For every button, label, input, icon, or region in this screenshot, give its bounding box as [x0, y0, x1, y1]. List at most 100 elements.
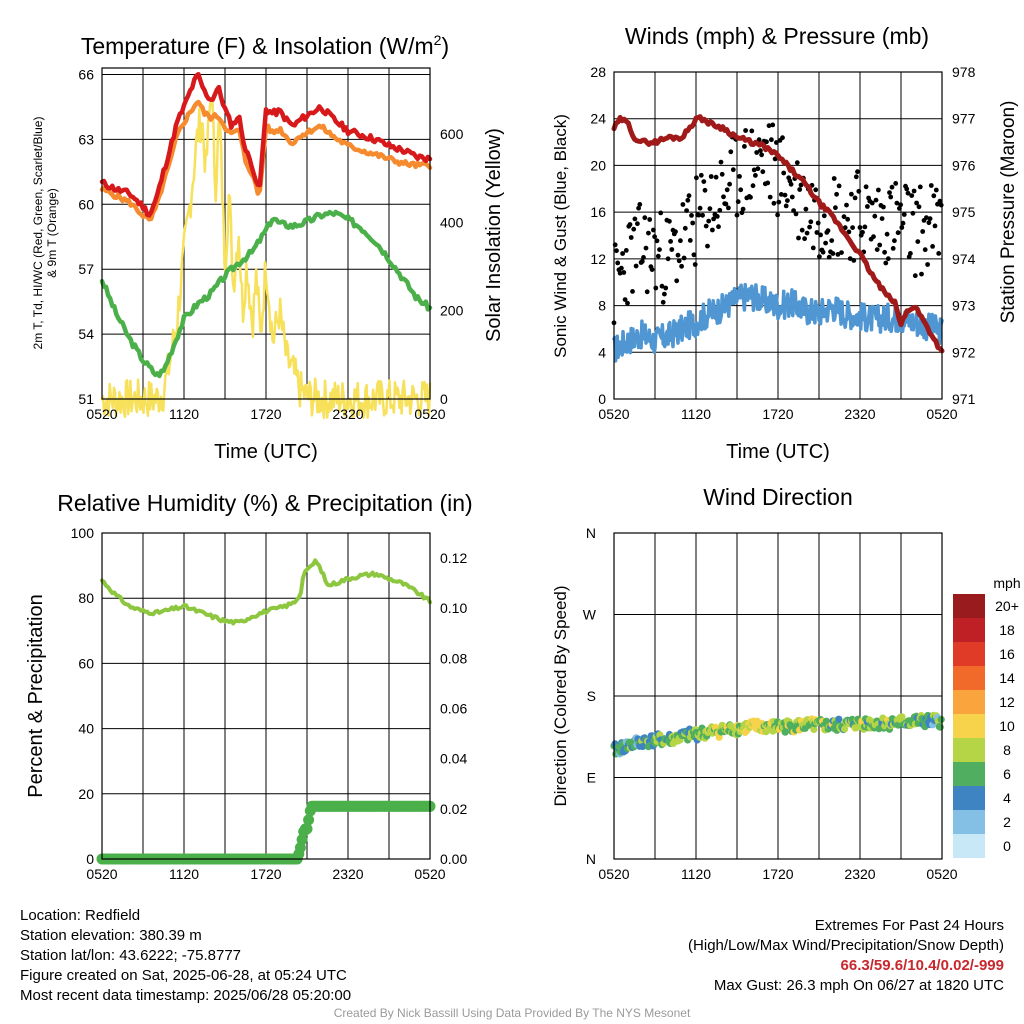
gust-point: [925, 262, 930, 267]
gust-point: [930, 244, 935, 249]
humidity-plot-frame: [101, 532, 431, 860]
gust-point: [690, 220, 696, 226]
gust-point: [702, 187, 708, 193]
gust-point: [928, 183, 934, 188]
pressure-y-ticks: 971 972 973 974 975 976 977 978: [952, 64, 976, 407]
temperature-panel: Temperature (F) & Insolation (W/m2) 0520…: [31, 32, 505, 463]
legend-label: 4: [1003, 790, 1011, 806]
wind-direction-y-tick-label: N: [586, 525, 596, 541]
gust-point: [646, 230, 651, 236]
gust-point: [714, 214, 720, 219]
gust-point: [884, 231, 890, 237]
gust-point: [742, 144, 747, 149]
gust-point: [936, 251, 942, 256]
gust-point: [751, 167, 757, 173]
gust-point: [920, 229, 926, 234]
gust-point: [687, 238, 693, 243]
gust-point: [764, 139, 769, 145]
gust-point: [649, 267, 655, 272]
gust-point: [663, 285, 669, 291]
gust-point: [755, 166, 761, 172]
gust-point: [775, 212, 780, 218]
gust-point: [749, 128, 755, 134]
precipitation-y-tick-label: 0.00: [440, 851, 467, 867]
wind-direction-y-tick-label: E: [587, 770, 596, 786]
legend-swatch: [953, 618, 985, 642]
dewpoint-line: [99, 209, 433, 379]
gust-point: [849, 191, 854, 197]
gust-point: [658, 210, 664, 216]
gust-point: [623, 248, 629, 253]
wind-direction-x-tick-label: 0520: [598, 866, 629, 882]
gust-point: [872, 213, 878, 219]
gust-point: [615, 260, 621, 266]
gust-point: [643, 245, 649, 251]
gust-point: [710, 227, 715, 233]
temperature-x-ticks: 0520 1120 1720 2320 0520: [86, 406, 445, 422]
wind-direction-point: [835, 715, 843, 723]
humidity-y-tick-label: 40: [78, 721, 94, 737]
extremes-values: 66.3/59.6/10.4/0.02/-999: [840, 957, 1004, 974]
gust-point: [614, 248, 619, 254]
winds-y-tick-label: 16: [590, 204, 606, 220]
gust-point: [647, 217, 653, 222]
gust-point: [632, 216, 638, 222]
legend-swatch: [953, 642, 985, 666]
gust-point: [703, 223, 709, 229]
gust-point: [711, 216, 716, 222]
gust-point: [845, 216, 851, 222]
gust-point: [621, 270, 627, 275]
gust-point: [713, 174, 719, 180]
gust-point: [716, 224, 721, 230]
pressure-y-tick-label: 972: [952, 344, 976, 360]
gust-point: [823, 240, 828, 246]
insolation-y-tick-label: 200: [440, 303, 464, 319]
gust-point: [759, 152, 764, 158]
gust-point: [892, 238, 897, 244]
precipitation-y-tick-label: 0.04: [440, 751, 467, 767]
gust-point: [738, 187, 744, 193]
gust-point: [743, 128, 748, 133]
legend-label: 12: [999, 694, 1015, 710]
precipitation-y-tick-label: 0.02: [440, 801, 467, 817]
gust-point: [691, 252, 697, 258]
winds-y-tick-label: 24: [590, 111, 606, 127]
credit-line: Created By Nick Bassill Using Data Provi…: [333, 1006, 691, 1020]
gust-point: [839, 250, 844, 256]
humidity-x-tick-label: 2320: [332, 866, 363, 882]
gust-point: [659, 283, 665, 289]
figure-created: Figure created on Sat, 2025-06-28, at 05…: [20, 967, 347, 984]
temperature-series-layer: [99, 71, 433, 420]
gust-point: [881, 204, 886, 210]
station-latlon: Station lat/lon: 43.6222; -75.8777: [20, 947, 242, 964]
insolation-line: [100, 99, 432, 420]
pressure-y-tick-label: 973: [952, 298, 976, 314]
gust-point: [707, 206, 713, 212]
gust-point: [807, 224, 812, 230]
temperature-y-tick-label: 51: [78, 391, 94, 407]
gust-point: [700, 212, 705, 218]
temperature-x-tick-label: 1120: [169, 406, 199, 422]
sonic-wind-line: [612, 282, 944, 363]
gust-point: [829, 238, 835, 244]
gust-point: [915, 239, 921, 245]
temperature-x-axis-title: Time (UTC): [214, 441, 318, 463]
gust-point: [871, 234, 876, 240]
gust-point: [852, 195, 858, 201]
humidity-x-tick-label: 0520: [86, 866, 117, 882]
gust-point: [622, 297, 628, 302]
temperature-y-tick-label: 54: [78, 326, 94, 342]
gust-point: [810, 245, 816, 251]
gust-point: [831, 176, 837, 181]
gust-point: [873, 197, 879, 203]
gust-point: [802, 236, 807, 242]
legend-label: 10: [999, 718, 1015, 734]
humidity-panel-title: Relative Humidity (%) & Precipitation (i…: [57, 490, 472, 516]
humidity-y-tick-label: 60: [78, 655, 94, 671]
gust-point: [717, 207, 723, 213]
gust-point: [753, 173, 758, 178]
gust-point: [706, 218, 712, 224]
gust-point: [642, 215, 648, 221]
humidity-x-tick-label: 1720: [250, 866, 281, 882]
